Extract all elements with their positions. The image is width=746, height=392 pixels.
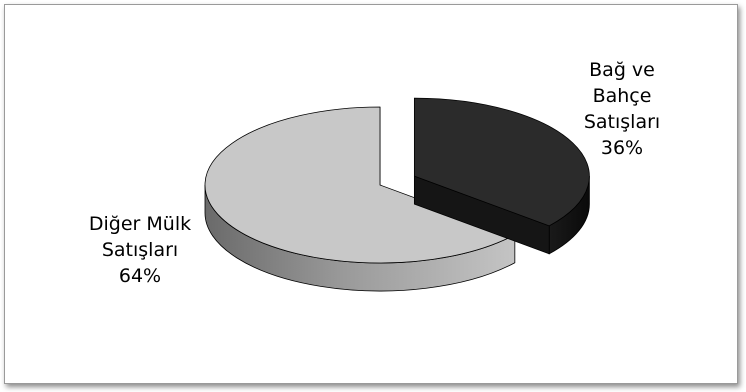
pie-slice-0-top: [413, 97, 590, 227]
labels-layer: Bağ ve Bahçe Satışları 36% Diğer Mülk Satışla…: [89, 59, 660, 287]
slices-layer: [204, 97, 590, 292]
data-label-0-category: Satışları: [584, 111, 660, 133]
data-label-1: Diğer Mülk Satışları 64%: [89, 213, 191, 287]
data-label-1-category: Satışları: [102, 239, 178, 261]
pie-slice-0: [413, 97, 590, 255]
pie-slice-1: [204, 106, 516, 292]
pie-slice-1-top: [204, 106, 516, 264]
data-label-1-category: Diğer Mülk: [89, 213, 191, 235]
data-label-0-category: Bağ ve: [589, 59, 655, 81]
data-label-0-percent: 36%: [601, 137, 643, 159]
data-label-0: Bağ ve Bahçe Satışları 36%: [584, 59, 660, 159]
data-label-1-percent: 64%: [119, 265, 161, 287]
data-label-0-category: Bahçe: [593, 85, 652, 107]
